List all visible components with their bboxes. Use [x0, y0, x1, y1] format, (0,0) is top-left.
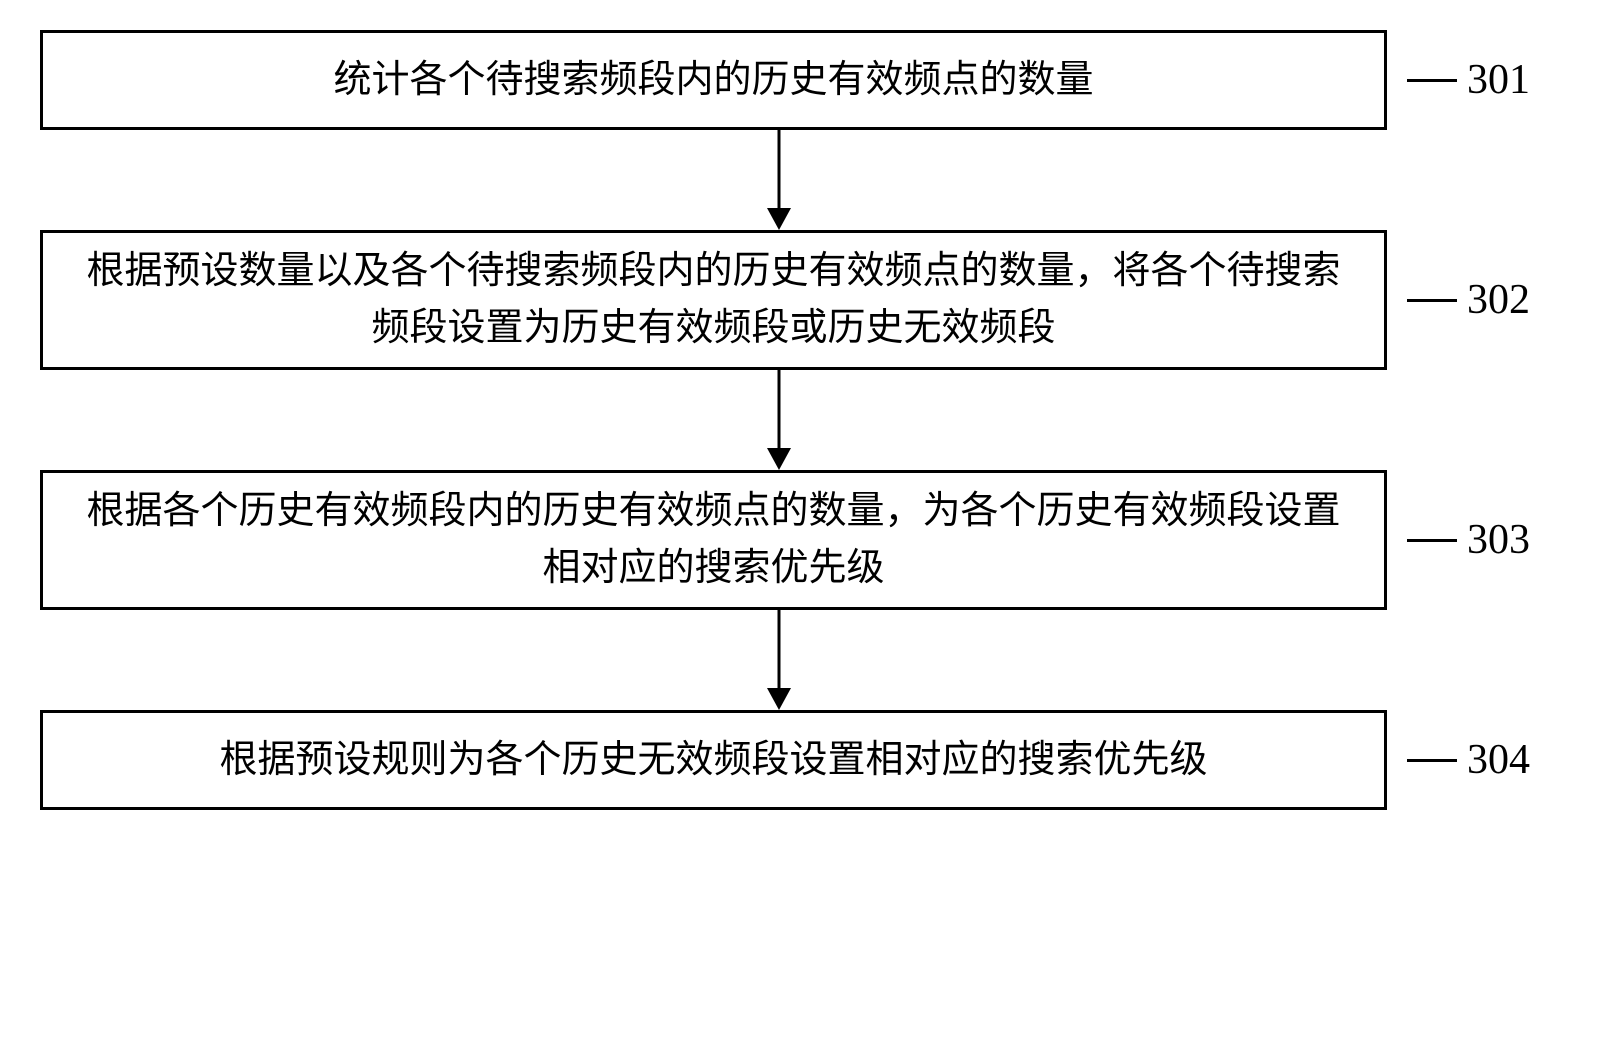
arrow-1 [40, 130, 1557, 230]
step-box-2: 根据预设数量以及各个待搜索频段内的历史有效频点的数量，将各个待搜索频段设置为历史… [40, 230, 1387, 370]
step-text-1: 统计各个待搜索频段内的历史有效频点的数量 [333, 52, 1093, 109]
step-text-3: 根据各个历史有效频段内的历史有效频点的数量，为各个历史有效频段设置相对应的搜索优… [73, 483, 1354, 597]
arrow-down-icon [89, 130, 1469, 230]
arrow-down-icon [89, 610, 1469, 710]
step-box-1: 统计各个待搜索频段内的历史有效频点的数量 [40, 30, 1387, 130]
step-box-3: 根据各个历史有效频段内的历史有效频点的数量，为各个历史有效频段设置相对应的搜索优… [40, 470, 1387, 610]
connector-line-1 [1407, 79, 1457, 82]
step-row-4: 根据预设规则为各个历史无效频段设置相对应的搜索优先级 304 [40, 710, 1557, 810]
arrow-2 [40, 370, 1557, 470]
step-text-2: 根据预设数量以及各个待搜索频段内的历史有效频点的数量，将各个待搜索频段设置为历史… [73, 243, 1354, 357]
arrow-down-icon [89, 370, 1469, 470]
step-box-4: 根据预设规则为各个历史无效频段设置相对应的搜索优先级 [40, 710, 1387, 810]
step-row-3: 根据各个历史有效频段内的历史有效频点的数量，为各个历史有效频段设置相对应的搜索优… [40, 470, 1557, 610]
step-number-4: 304 [1467, 736, 1557, 784]
step-number-2: 302 [1467, 276, 1557, 324]
step-row-1: 统计各个待搜索频段内的历史有效频点的数量 301 [40, 30, 1557, 130]
step-number-1: 301 [1467, 56, 1557, 104]
connector-line-3 [1407, 539, 1457, 542]
connector-line-2 [1407, 299, 1457, 302]
arrow-3 [40, 610, 1557, 710]
connector-line-4 [1407, 759, 1457, 762]
step-number-3: 303 [1467, 516, 1557, 564]
step-text-4: 根据预设规则为各个历史无效频段设置相对应的搜索优先级 [219, 732, 1207, 789]
step-row-2: 根据预设数量以及各个待搜索频段内的历史有效频点的数量，将各个待搜索频段设置为历史… [40, 230, 1557, 370]
flowchart-container: 统计各个待搜索频段内的历史有效频点的数量 301 根据预设数量以及各个待搜索频段… [40, 30, 1557, 810]
